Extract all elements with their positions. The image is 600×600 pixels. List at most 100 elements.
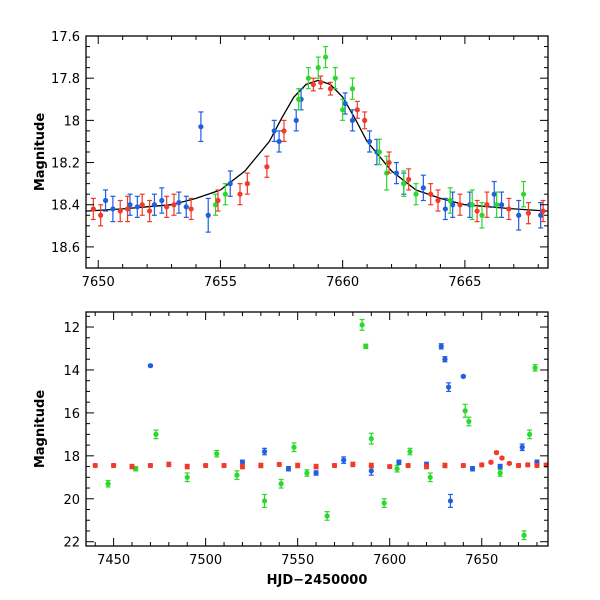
data-point-red (147, 462, 154, 469)
data-point-red (111, 462, 117, 469)
series-red (92, 450, 548, 470)
data-point-red (406, 176, 412, 183)
data-point-blue (516, 212, 522, 218)
data-point-blue (227, 181, 233, 187)
data-point-green (532, 365, 538, 371)
data-point-red (295, 462, 301, 469)
data-point-blue (519, 444, 525, 450)
y-axis-label: Magnitude (33, 390, 48, 469)
data-point-red (215, 197, 221, 204)
series-green (212, 45, 527, 229)
x-axis-label: HJD−2450000 (267, 573, 368, 588)
data-point-green (462, 408, 468, 414)
data-point-blue (497, 463, 503, 470)
data-point-blue (147, 363, 154, 369)
data-point-blue (261, 448, 268, 455)
data-point-blue (438, 343, 444, 349)
data-point-blue (110, 206, 116, 212)
data-point-blue (442, 206, 448, 212)
data-point-green (469, 202, 475, 208)
data-point-red (239, 463, 246, 470)
y-tick-label: 14 (63, 364, 80, 379)
data-point-green (447, 197, 453, 204)
data-point-red (310, 81, 316, 88)
x-tick-label: 7450 (97, 553, 130, 568)
data-point-red (442, 462, 448, 469)
data-point-red (90, 206, 96, 212)
data-point-green (368, 436, 374, 442)
x-tick-label: 7650 (465, 553, 498, 568)
plot-frame (85, 35, 549, 269)
data-point-red (493, 450, 500, 456)
data-point-green (340, 107, 346, 113)
y-tick-label: 18.2 (51, 157, 80, 172)
data-point-red (506, 206, 512, 212)
data-point-red (428, 191, 434, 197)
data-point-blue (276, 138, 282, 145)
data-point-red (166, 461, 172, 468)
data-point-red (354, 107, 360, 113)
data-point-red (244, 181, 250, 187)
data-point-blue (420, 185, 426, 191)
data-point-red (499, 455, 505, 461)
data-point-red (474, 208, 480, 214)
data-point-blue (127, 202, 133, 208)
data-point-red (525, 210, 532, 216)
x-tick-label: 7600 (373, 553, 406, 568)
series-red (90, 75, 546, 227)
data-point-blue (498, 202, 505, 208)
data-point-green (261, 498, 268, 504)
data-point-red (368, 462, 374, 469)
data-point-blue (396, 459, 402, 465)
top-panel: 7650 7655 7660 7665 17.6 17.8 18 18.2 18.4 18.6 Ma… (33, 30, 549, 290)
data-point-blue (538, 212, 544, 218)
data-point-green (296, 96, 302, 102)
x-tick-label: 7660 (326, 275, 359, 290)
data-point-blue (342, 100, 348, 107)
data-point-blue (159, 197, 165, 204)
data-point-red (460, 462, 466, 469)
data-point-red (423, 463, 430, 470)
data-point-red (146, 208, 153, 214)
data-point-blue (293, 117, 299, 123)
data-point-red (129, 463, 135, 470)
x-tick-label: 7550 (281, 553, 314, 568)
data-point-red (488, 459, 494, 465)
model-curve (86, 79, 548, 212)
data-point-green (401, 181, 407, 187)
data-point-red (203, 462, 209, 469)
x-tick-label: 7500 (189, 553, 222, 568)
data-point-green (184, 474, 190, 480)
data-point-green (427, 474, 433, 480)
y-axis-label: Magnitude (33, 113, 48, 192)
data-point-red (405, 462, 411, 469)
data-point-red (350, 461, 356, 468)
data-point-blue (446, 384, 452, 390)
data-point-red (479, 462, 485, 468)
data-point-red (484, 202, 490, 208)
data-point-green (466, 418, 472, 425)
data-point-blue (491, 191, 497, 197)
data-point-green (376, 149, 382, 155)
data-point-red (184, 463, 190, 470)
data-point-blue (447, 498, 454, 504)
data-point-green (291, 444, 297, 450)
data-point-green (413, 191, 419, 197)
data-point-blue (176, 200, 182, 206)
plot-frame (85, 311, 549, 547)
series-blue (147, 343, 540, 508)
data-point-green (234, 472, 240, 478)
y-tick-label: 12 (63, 321, 80, 336)
y-tick-label: 18.6 (51, 241, 80, 256)
data-point-red (276, 461, 282, 468)
y-tick-label: 18 (63, 114, 80, 129)
y-tick-label: 18.4 (51, 199, 80, 214)
data-point-red (171, 202, 177, 208)
data-point-blue (393, 170, 400, 176)
data-point-red (318, 79, 324, 85)
data-point-blue (285, 466, 292, 472)
data-point-green (526, 431, 533, 437)
data-point-green (214, 451, 220, 457)
data-point-red (387, 463, 393, 470)
